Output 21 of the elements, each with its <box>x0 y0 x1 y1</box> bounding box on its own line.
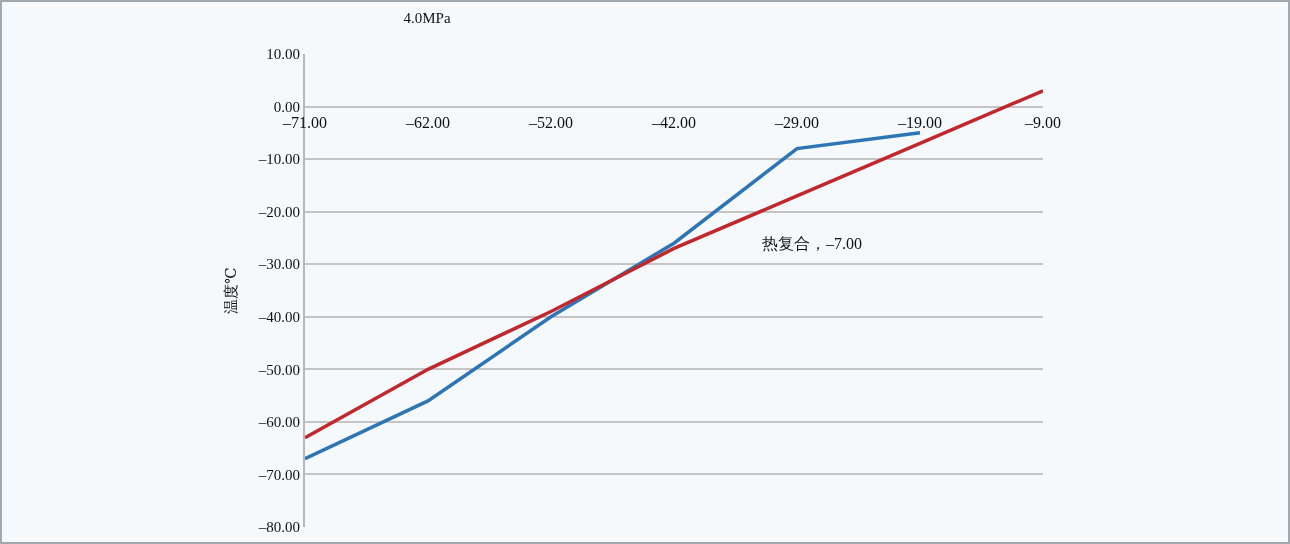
y-tick-label: 0.00 <box>273 98 300 115</box>
y-axis-title: 温度℃ <box>222 267 239 314</box>
line-series <box>305 131 922 461</box>
y-tick-label: –50.00 <box>257 361 300 378</box>
y-tick-label: –80.00 <box>257 519 300 536</box>
x-tick-label: –42.00 <box>651 113 696 131</box>
x-tick-label: –9.00 <box>1024 113 1061 131</box>
y-tick-label: –10.00 <box>257 151 300 168</box>
x-tick-label: –52.00 <box>528 113 573 131</box>
y-tick-label: –70.00 <box>257 466 300 483</box>
x-tick-label: –62.00 <box>405 113 450 131</box>
y-tick-label: –30.00 <box>257 256 300 273</box>
annotation: 热复合，–7.00 <box>762 235 862 252</box>
y-tick-label: 10.00 <box>266 46 300 63</box>
x-tick-label: –29.00 <box>774 113 819 131</box>
y-tick-label: –20.00 <box>257 203 300 220</box>
y-tick-label: –40.00 <box>257 309 300 326</box>
x-tick-label: –71.00 <box>282 113 327 131</box>
chart-title: 4.0MPa <box>403 10 451 27</box>
y-tick-label: –60.00 <box>257 414 300 431</box>
x-tick-label: –19.00 <box>897 113 942 131</box>
